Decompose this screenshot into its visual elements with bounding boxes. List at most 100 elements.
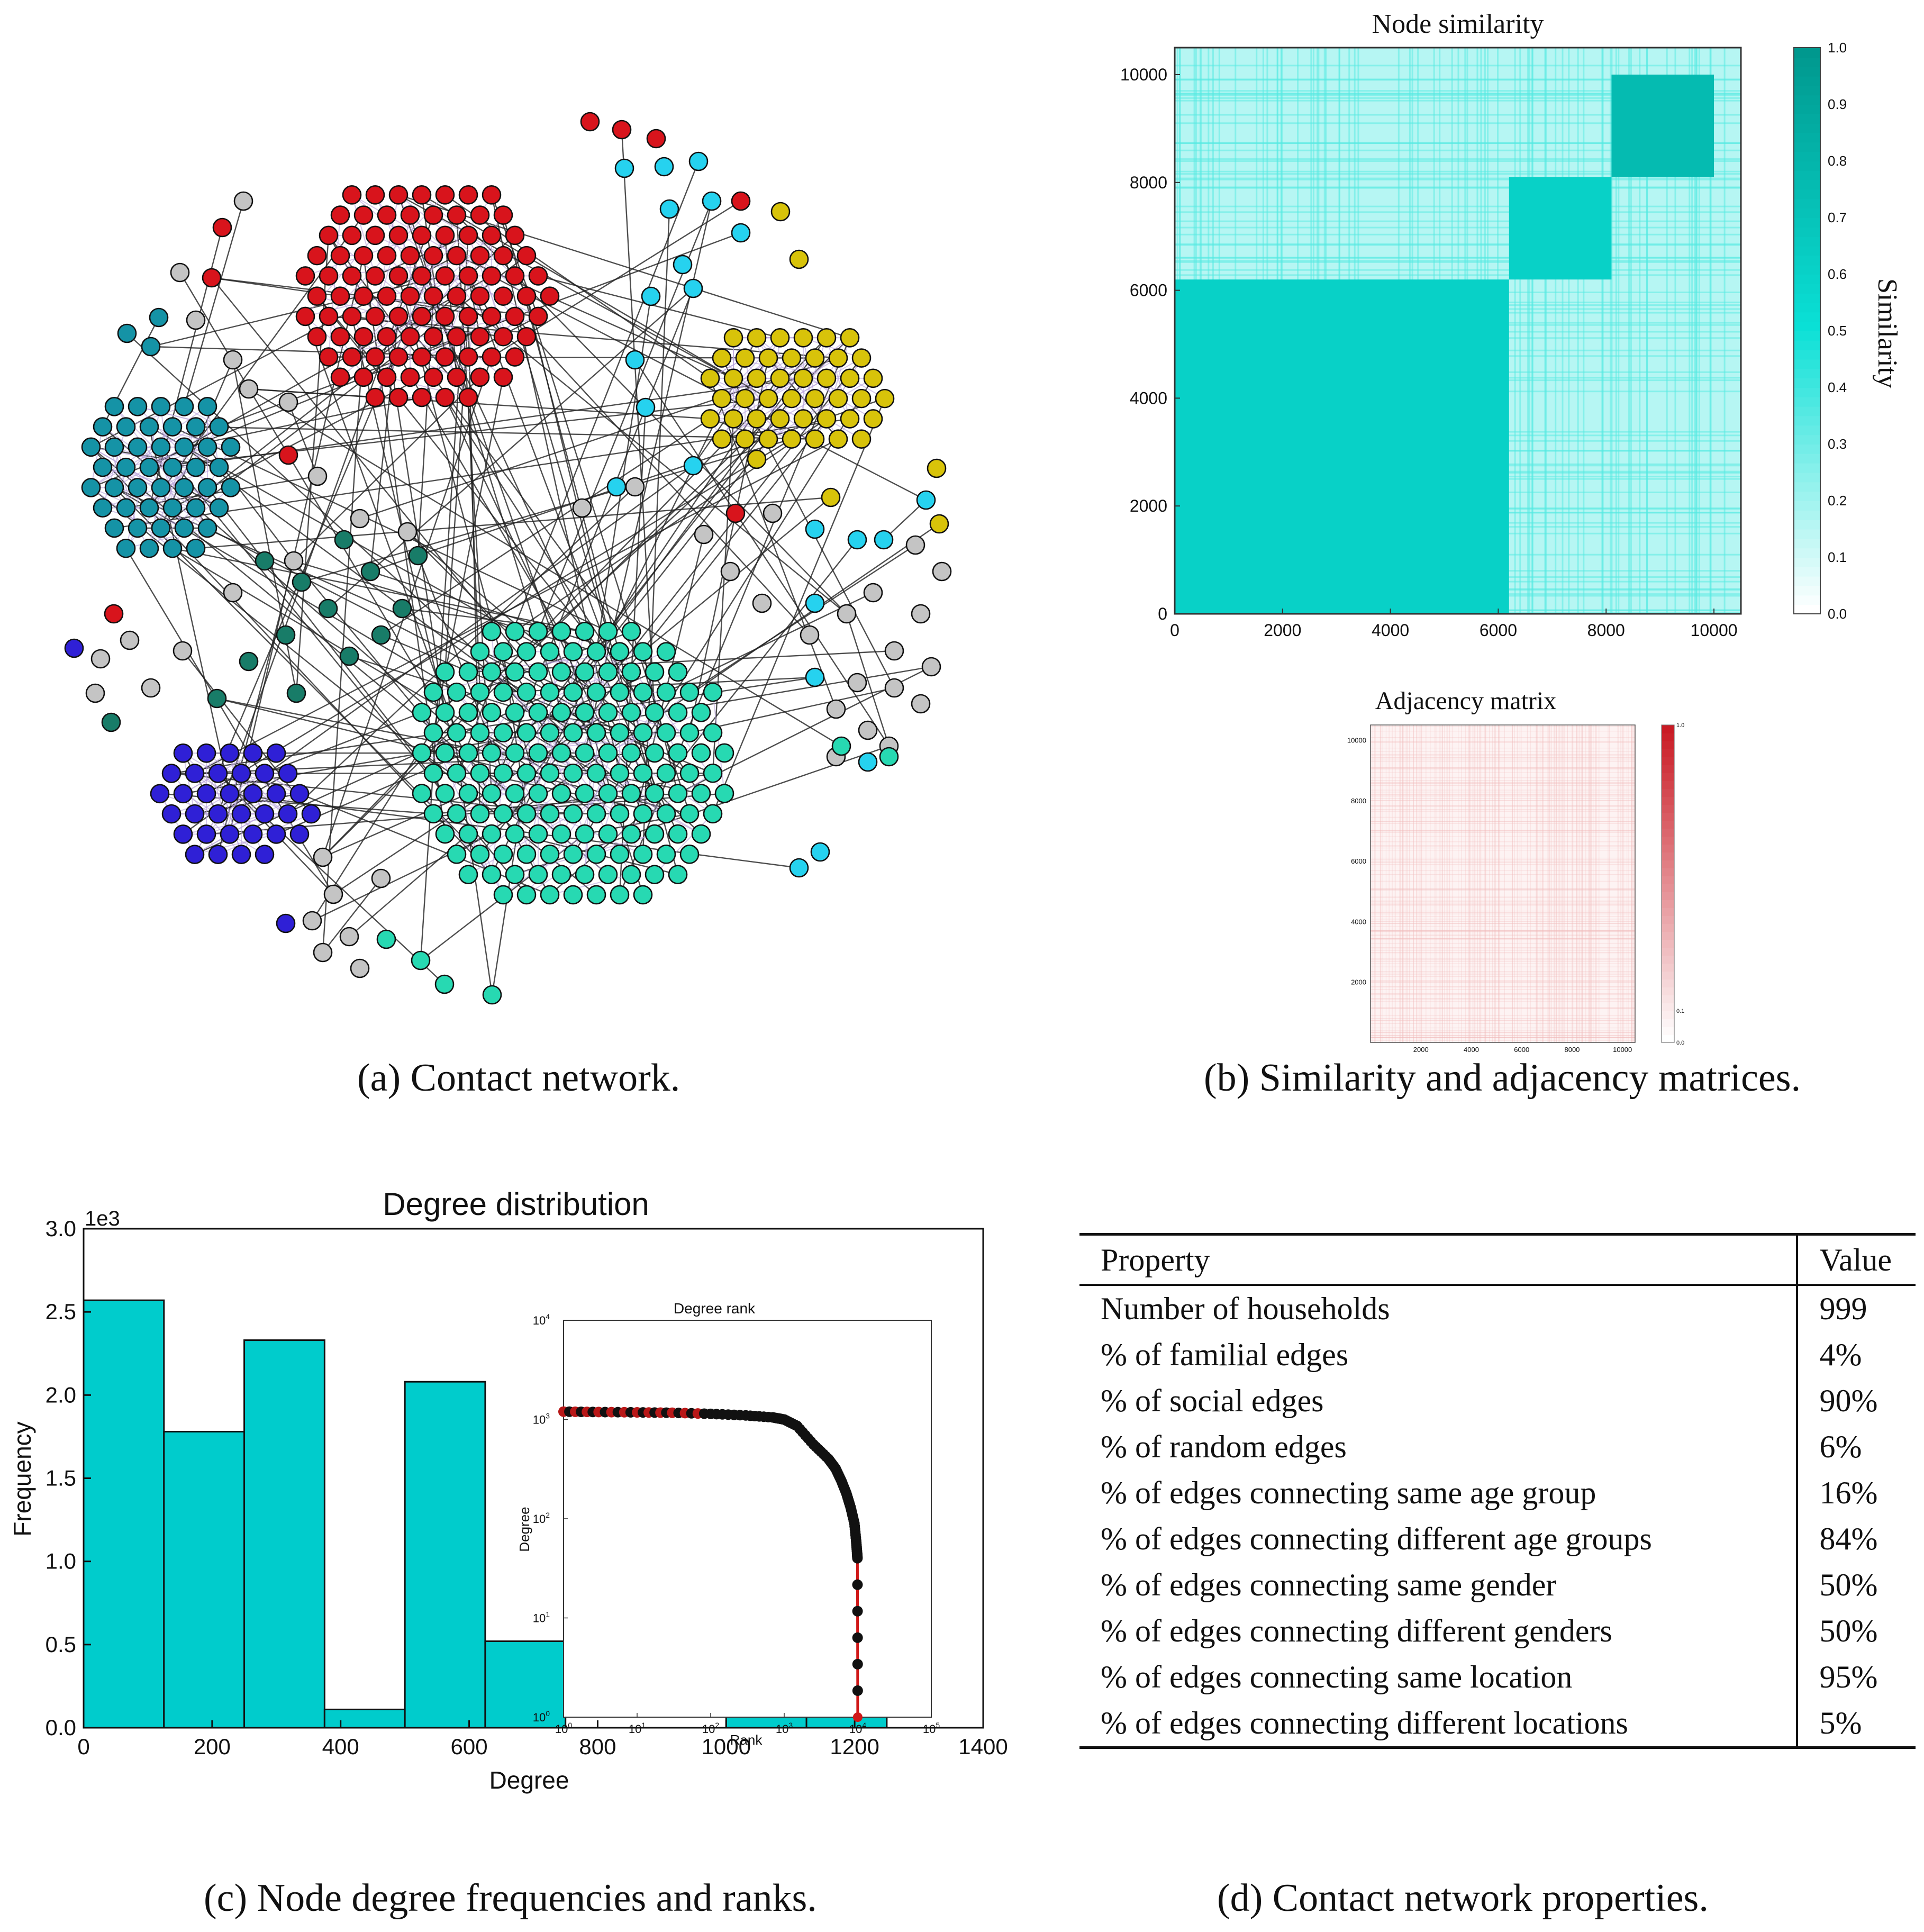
similarity-colorbar: 0.0 0.1 0.2 0.3 0.4 0.5 0.6 0.7 0.8 0.9 1.0 <box>1793 40 1847 622</box>
network-node <box>208 804 228 824</box>
network-edge <box>149 426 231 448</box>
adjacency-y-tick-label: 4000 <box>1351 918 1366 926</box>
network-node <box>412 266 432 286</box>
adjacency-colorbar-frame <box>1661 724 1675 1043</box>
network-node <box>575 824 595 844</box>
network-node <box>528 743 548 763</box>
network-node <box>339 927 359 947</box>
network-edge <box>375 235 399 317</box>
network-node <box>874 530 894 550</box>
adjacency-stripe <box>1371 821 1635 822</box>
network-node <box>93 498 113 518</box>
network-node <box>388 387 409 407</box>
network-edge <box>137 406 220 428</box>
network-node <box>551 743 571 763</box>
network-edge <box>328 235 667 693</box>
row-property: % of edges connecting different location… <box>1079 1700 1798 1749</box>
adjacency-colorbar-step <box>1662 725 1674 733</box>
network-node <box>735 348 755 368</box>
similarity-stripe <box>1175 160 1741 162</box>
network-node <box>435 185 455 205</box>
adjacency-stripe <box>1632 725 1633 1042</box>
degree-x-tick-label: 600 <box>451 1734 488 1759</box>
network-node <box>196 824 216 844</box>
network-node <box>412 387 432 407</box>
network-node <box>493 804 513 824</box>
network-node <box>371 868 391 888</box>
network-node <box>365 387 385 407</box>
network-node <box>161 804 181 824</box>
adjacency-y-tick-label: 8000 <box>1351 797 1366 805</box>
network-node <box>353 286 374 306</box>
table-row: % of edges connecting different location… <box>1079 1700 1916 1749</box>
network-edge <box>114 426 220 488</box>
network-node <box>139 457 159 477</box>
network-node <box>470 845 490 864</box>
network-node <box>116 457 136 477</box>
rank-y-tick-exponent: 1 <box>546 1610 550 1619</box>
network-node <box>575 703 595 722</box>
network-node <box>289 784 310 804</box>
network-node <box>412 185 432 205</box>
adjacency-stripe <box>1577 725 1578 1042</box>
network-edge <box>194 793 300 855</box>
network-node <box>458 306 478 326</box>
adjacency-stripe <box>1371 768 1635 769</box>
network-edge <box>421 712 504 895</box>
network-edge <box>351 194 457 256</box>
adjacency-stripe <box>1549 725 1550 1042</box>
adjacency-stripe <box>1371 888 1635 890</box>
network-node <box>239 651 259 672</box>
similarity-stripe <box>1175 99 1741 102</box>
network-node <box>423 763 443 783</box>
adjacency-x-tick-label: 2000 <box>1413 1046 1429 1053</box>
network-node <box>470 763 490 783</box>
network-node <box>174 518 194 538</box>
network-node <box>330 367 350 387</box>
network-node <box>575 662 595 682</box>
network-edge <box>456 692 515 754</box>
network-node <box>90 649 111 669</box>
network-edge <box>328 288 694 609</box>
adjacency-stripe <box>1409 725 1410 1042</box>
row-value: 16% <box>1796 1470 1916 1516</box>
adjacency-stripe <box>1517 725 1518 1042</box>
network-node <box>185 764 205 783</box>
similarity-colorbar-step <box>1794 302 1820 313</box>
network-node <box>470 246 490 266</box>
network-node <box>330 286 350 306</box>
adjacency-stripe <box>1371 961 1635 962</box>
adjacency-stripe <box>1371 930 1635 931</box>
rank-x-tick-label: 103 <box>776 1721 793 1736</box>
adjacency-stripe <box>1591 725 1592 1042</box>
adjacency-colorbar-step <box>1662 939 1674 948</box>
network-node <box>435 347 455 367</box>
network-node <box>149 307 169 328</box>
adjacency-stripe <box>1512 725 1513 1042</box>
network-node <box>173 743 193 763</box>
network-node <box>186 498 206 518</box>
network-node <box>365 347 385 367</box>
network-node <box>197 518 217 538</box>
network-node <box>104 604 124 624</box>
adjacency-stripe <box>1371 1001 1635 1002</box>
network-node <box>482 621 502 641</box>
similarity-colorbar-step <box>1794 566 1820 577</box>
similarity-stripe <box>1611 48 1613 614</box>
network-edge <box>90 427 103 488</box>
network-edge <box>514 316 810 636</box>
network-node <box>423 723 443 742</box>
network-node <box>342 266 362 286</box>
network-node <box>575 743 595 763</box>
network-node <box>688 151 709 171</box>
network-node <box>645 662 665 682</box>
network-node <box>186 457 206 477</box>
network-node <box>505 266 525 286</box>
network-node <box>505 662 525 682</box>
network-node <box>586 723 606 742</box>
network-node <box>434 974 455 994</box>
similarity-stripe <box>1175 243 1741 245</box>
network-edge <box>90 255 457 448</box>
rank-y-tick-exponent: 3 <box>546 1412 550 1420</box>
network-node <box>64 638 84 658</box>
